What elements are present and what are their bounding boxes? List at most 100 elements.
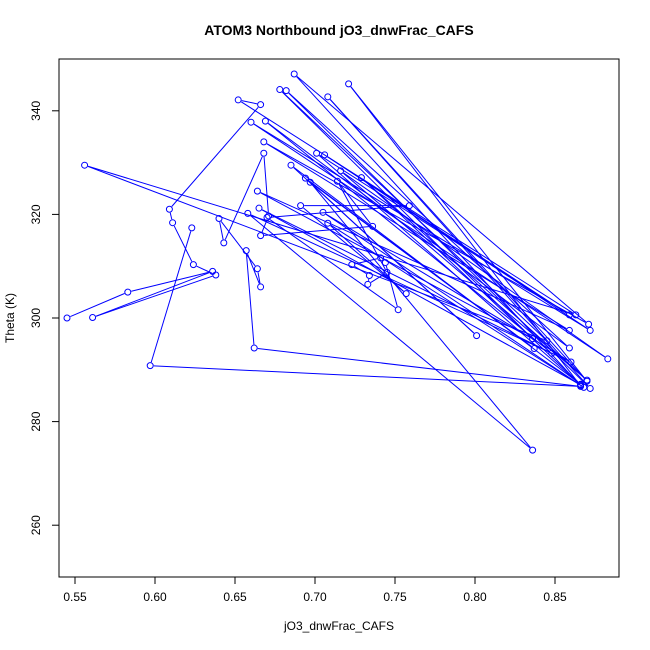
data-point (189, 261, 197, 269)
series-segment (370, 273, 385, 283)
series-segment (169, 212, 173, 220)
data-point (333, 177, 341, 185)
y-tick-label: 300 (29, 308, 43, 328)
data-point (81, 161, 89, 169)
data-point (365, 272, 373, 280)
series-segment (319, 154, 567, 314)
data-point (247, 118, 255, 126)
data-point (585, 320, 593, 328)
series-segment (95, 275, 213, 317)
x-tick-label: 0.85 (543, 590, 567, 604)
data-point (242, 247, 250, 255)
series-segment (318, 155, 579, 383)
data-point (348, 261, 356, 269)
series-segment (343, 172, 585, 379)
series-segment (350, 86, 579, 384)
data-point (567, 358, 575, 366)
x-axis-label: jO3_dnwFrac_CAFS (283, 619, 394, 633)
data-point (345, 80, 353, 88)
data-point (220, 239, 228, 247)
data-point (282, 87, 290, 95)
y-tick-label: 320 (29, 204, 43, 224)
data-point (313, 149, 321, 157)
data-point (209, 267, 217, 275)
series-segment (267, 123, 550, 352)
data-point (287, 161, 295, 169)
data-point (301, 174, 309, 182)
series-segment (131, 271, 210, 292)
y-tick-label: 340 (29, 100, 43, 120)
series-segment (363, 179, 579, 383)
data-point (565, 311, 573, 319)
data-point (257, 101, 265, 109)
data-point (543, 337, 551, 345)
data-point (565, 326, 573, 334)
series-segment (312, 184, 531, 448)
series-segment (250, 214, 568, 361)
x-axis: 0.55 0.60 0.65 0.70 0.75 0.80 0.85 (63, 576, 567, 604)
data-point (276, 86, 284, 94)
series-segment (224, 156, 263, 240)
series-segment (325, 213, 582, 386)
data-point (263, 214, 271, 222)
series-layer (63, 70, 612, 454)
data-point (402, 290, 410, 298)
series-segment (354, 266, 367, 275)
data-point (530, 345, 538, 353)
y-axis-label: Theta (K) (3, 293, 17, 343)
data-point (383, 268, 391, 276)
series-segment (241, 100, 258, 105)
data-point (63, 314, 71, 322)
data-point (257, 283, 265, 291)
series-segment (219, 221, 224, 240)
data-point (580, 383, 588, 391)
data-point (265, 212, 273, 220)
data-point (169, 219, 177, 227)
plot-frame (58, 58, 620, 578)
series-segment (355, 258, 378, 265)
series-segment (330, 225, 404, 292)
data-point (215, 215, 223, 223)
data-point (529, 335, 537, 343)
series-segment (153, 365, 578, 387)
data-point (89, 313, 97, 321)
data-point (369, 222, 377, 230)
data-point (146, 362, 154, 370)
series-segment (325, 213, 569, 361)
x-tick-label: 0.60 (143, 590, 167, 604)
data-point (324, 219, 332, 227)
data-point (124, 288, 132, 296)
series-segment (250, 215, 531, 449)
data-point (583, 376, 591, 384)
y-tick-label: 260 (29, 515, 43, 535)
series-segment (87, 166, 544, 340)
series-segment (267, 122, 567, 347)
series-segment (171, 106, 259, 207)
x-tick-label: 0.75 (383, 590, 407, 604)
data-point (381, 259, 389, 267)
data-point (577, 382, 585, 390)
series-segment (257, 272, 261, 284)
data-point (548, 349, 556, 357)
series-segment (264, 226, 370, 236)
series-segment (266, 143, 567, 329)
series-segment (327, 156, 588, 329)
data-point (319, 208, 327, 216)
series-segment (253, 123, 588, 329)
data-point (260, 138, 268, 146)
series-segment (95, 272, 210, 317)
data-point (473, 332, 481, 340)
data-point (290, 70, 298, 78)
series-segment (343, 172, 606, 358)
data-point (364, 280, 372, 288)
series-segment (261, 209, 578, 384)
data-point (253, 265, 261, 273)
x-tick-label: 0.55 (63, 590, 87, 604)
series-segment (270, 205, 406, 218)
data-point (260, 149, 268, 157)
data-point (321, 151, 329, 159)
series-segment (350, 86, 586, 379)
series-0 (63, 70, 612, 454)
chart-title: ATOM3 Northbound jO3_dnwFrac_CAFS (204, 22, 473, 38)
